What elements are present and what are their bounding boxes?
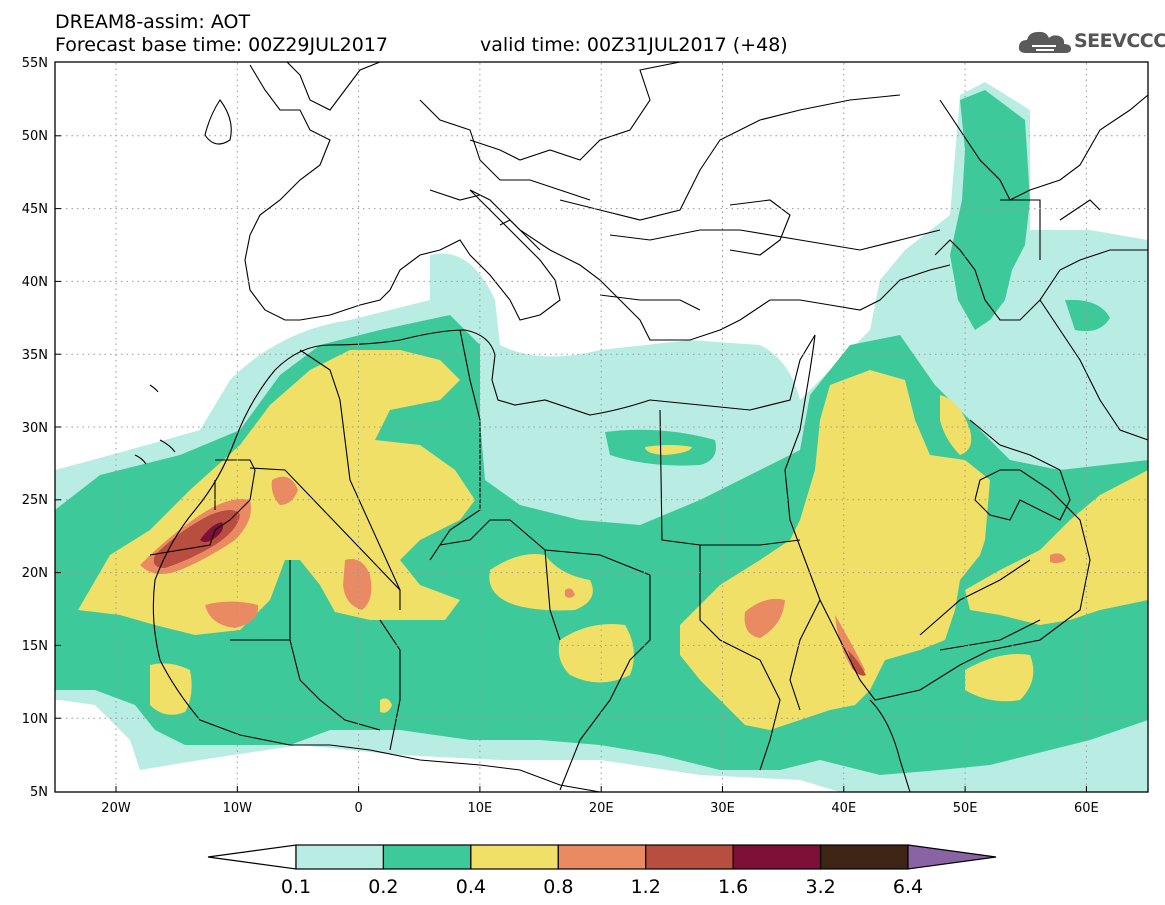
lon-axis-labels: 20W 10W 0 10E 20E 30E 40E 50E 60E [101, 801, 1098, 816]
gridlines [55, 63, 1148, 791]
lat-label-25n: 25N [22, 493, 48, 508]
lat-label-40n: 40N [22, 275, 48, 290]
lon-label-10w: 10W [223, 801, 253, 816]
cloud-icon [1018, 31, 1071, 53]
colorbar-label-0: 0.1 [281, 876, 311, 898]
colorbar-label-2: 0.4 [456, 876, 486, 898]
colorbar-label-5: 1.6 [718, 876, 748, 898]
aot-field [55, 82, 1148, 792]
colorbar-label-7: 6.4 [893, 876, 923, 898]
colorbar-box-1 [382, 844, 472, 870]
title-valid-time: valid time: 00Z31JUL2017 (+48) [480, 34, 788, 56]
colorbar-box-2 [470, 844, 559, 870]
contour-level-1-6 [200, 522, 224, 543]
colorbar: 0.1 0.2 0.4 0.8 1.2 1.6 3.2 6.4 [207, 844, 997, 898]
lat-label-15n: 15N [22, 639, 48, 654]
logo-text: SEEVCCC [1074, 30, 1165, 52]
axis-ticks [55, 135, 1087, 792]
coastlines-borders [134, 62, 1148, 792]
lon-label-30e: 30E [710, 801, 735, 816]
lat-label-35n: 35N [22, 348, 48, 363]
lon-label-50e: 50E [953, 801, 978, 816]
lat-label-50n: 50N [22, 129, 48, 144]
lon-label-40e: 40E [831, 801, 856, 816]
colorbar-box-3 [557, 844, 647, 870]
lat-label-10n: 10N [22, 712, 48, 727]
title-base-time: Forecast base time: 00Z29JUL2017 [55, 34, 388, 56]
lon-label-60e: 60E [1074, 801, 1099, 816]
lon-label-20e: 20E [589, 801, 614, 816]
lat-label-45n: 45N [22, 202, 48, 217]
lat-label-5n: 5N [30, 785, 48, 800]
colorbar-box-6 [819, 844, 909, 870]
colorbar-label-1: 0.2 [368, 876, 398, 898]
colorbar-label-4: 1.2 [631, 876, 661, 898]
colorbar-label-3: 0.8 [543, 876, 573, 898]
lat-axis-labels: 55N 50N 45N 40N 35N 30N 25N 20N 15N 10N … [22, 56, 48, 800]
colorbar-label-6: 3.2 [805, 876, 835, 898]
colorbar-box-5 [732, 844, 822, 870]
lon-label-0: 0 [354, 801, 362, 816]
lat-label-20n: 20N [22, 566, 48, 581]
colorbar-arrow-right [907, 844, 997, 870]
lon-label-10e: 10E [468, 801, 493, 816]
colorbar-box-0 [295, 844, 385, 870]
seevccc-logo: SEEVCCC [1018, 27, 1165, 57]
lat-label-30n: 30N [22, 421, 48, 436]
title-product: DREAM8-assim: AOT [55, 11, 251, 33]
colorbar-boxes [295, 844, 909, 870]
lat-label-55n: 55N [22, 56, 48, 71]
colorbar-box-4 [645, 844, 734, 870]
colorbar-arrow-left [207, 844, 297, 870]
lon-label-20w: 20W [101, 801, 131, 816]
